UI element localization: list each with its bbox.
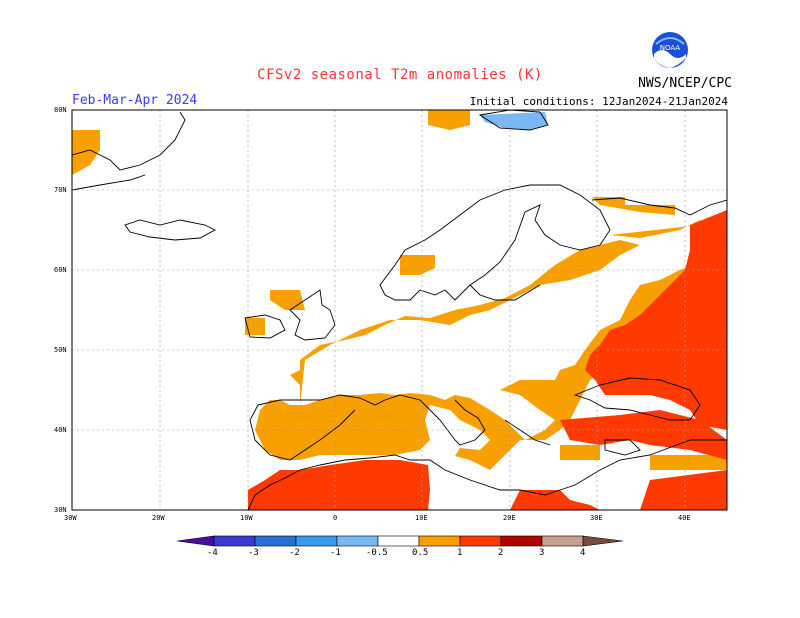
logo-text: NOAA [660, 44, 681, 52]
map-title: CFSv2 seasonal T2m anomalies (K) [257, 67, 543, 83]
colorbar-label: -3 [248, 548, 259, 558]
lon-label: 20W [152, 514, 165, 522]
season-label: Feb-Mar-Apr 2024 [72, 93, 198, 108]
agency-label: NWS/NCEP/CPC [638, 76, 732, 91]
colorbar-label: 4 [580, 548, 586, 558]
colorbar-swatch-2-1 [295, 535, 338, 547]
lat-label: 70N [54, 186, 67, 194]
lon-label: 40E [678, 514, 691, 522]
colorbar-swatch-lt-4 [176, 535, 215, 547]
coastlines [72, 110, 727, 510]
initial-conditions: Initial conditions: 12Jan2024-21Jan2024 [469, 95, 728, 108]
lon-label: 10E [415, 514, 428, 522]
colorbar-label: 2 [498, 548, 504, 558]
lon-label: 0 [333, 514, 338, 522]
anomaly-region-orange [72, 110, 727, 470]
colorbar-swatch-4-3 [213, 535, 256, 547]
colorbar-swatch-neutral [377, 535, 420, 547]
lat-label: 40N [54, 426, 67, 434]
colorbar-swatch-1-05 [336, 535, 379, 547]
colorbar-label: 0.5 [412, 548, 429, 558]
map-frame [71, 109, 728, 511]
colorbar-label: -1 [330, 548, 341, 558]
colorbar-swatch-gt-4 [582, 535, 624, 547]
colorbar-label: 3 [539, 548, 545, 558]
lon-label: 20E [503, 514, 516, 522]
colorbar-label: 1 [457, 548, 463, 558]
colorbar-swatch-2-3 [500, 535, 543, 547]
graticule [72, 110, 727, 510]
lat-label: 50N [54, 346, 67, 354]
lon-label: 10W [240, 514, 253, 522]
colorbar-label: -0.5 [366, 548, 388, 558]
colorbar-swatch-3-4 [541, 535, 584, 547]
anomaly-region-blue [480, 112, 548, 130]
colorbar-label: -4 [207, 548, 218, 558]
colorbar-swatch-3-2 [254, 535, 297, 547]
colorbar-swatch-05-1 [418, 535, 461, 547]
noaa-logo: NOAA [652, 32, 688, 68]
colorbar-label: -2 [289, 548, 300, 558]
colorbar-swatch-1-2 [459, 535, 502, 547]
anomaly-region-red [248, 210, 727, 510]
lat-label: 60N [54, 266, 67, 274]
lat-label: 80N [54, 106, 67, 114]
lat-label: 30N [54, 506, 67, 514]
lon-label: 30E [590, 514, 603, 522]
lon-label: 30W [64, 514, 77, 522]
colorbar [176, 535, 624, 547]
